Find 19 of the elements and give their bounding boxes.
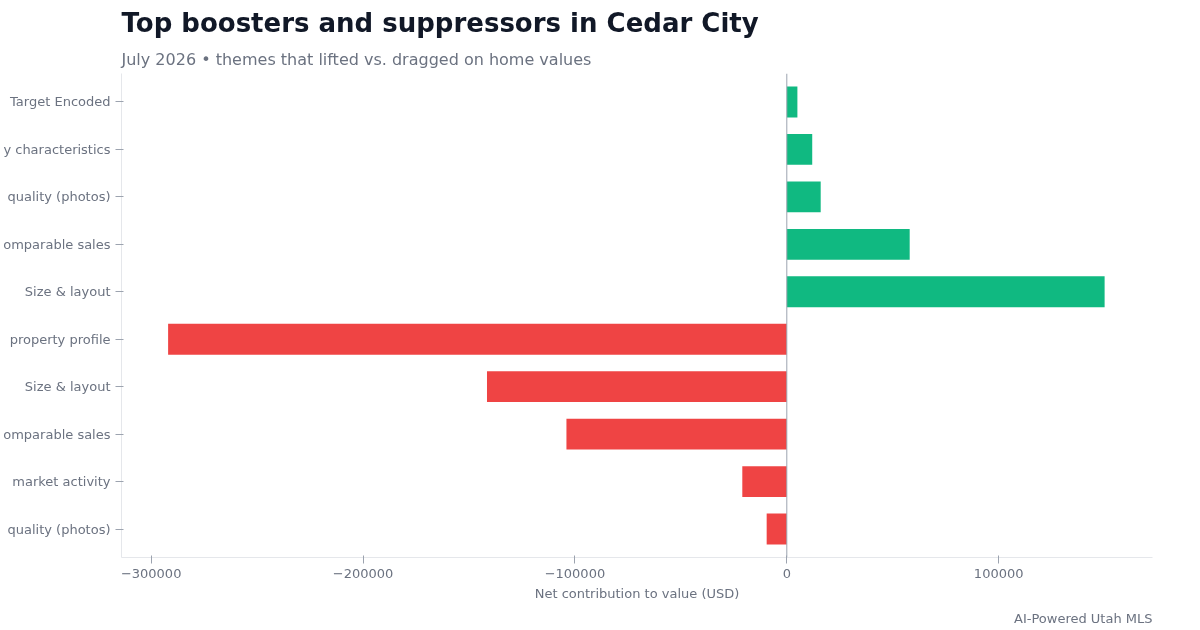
y-tick-label: Target Encoded xyxy=(9,94,111,110)
x-axis-title: Net contribution to value (USD) xyxy=(534,585,740,601)
y-tick-label: y characteristics xyxy=(3,141,111,157)
x-tick-label: 100000 xyxy=(973,565,1024,581)
y-tick-label: property profile xyxy=(9,331,111,347)
x-tick-label: −100000 xyxy=(544,565,606,581)
x-tick-label: −300000 xyxy=(120,565,182,581)
y-tick-label: omparable sales xyxy=(3,426,111,442)
y-tick-label: Size & layout xyxy=(24,379,111,395)
y-tick-label: omparable sales xyxy=(3,236,111,252)
x-tick-label: −200000 xyxy=(332,565,394,581)
y-tick-label: market activity xyxy=(12,474,111,490)
y-tick-label: Size & layout xyxy=(24,284,111,300)
text: AI-Powered Utah MLS xyxy=(1014,610,1153,626)
chart-subtitle: July 2026 • themes that lifted vs. dragged on home values xyxy=(120,49,592,69)
x-tick-label: 0 xyxy=(782,565,791,581)
y-tick-label: quality (photos) xyxy=(7,189,111,205)
y-tick-label: quality (photos) xyxy=(7,521,111,537)
chart-title: Top boosters and suppressors in Cedar City xyxy=(121,7,759,38)
